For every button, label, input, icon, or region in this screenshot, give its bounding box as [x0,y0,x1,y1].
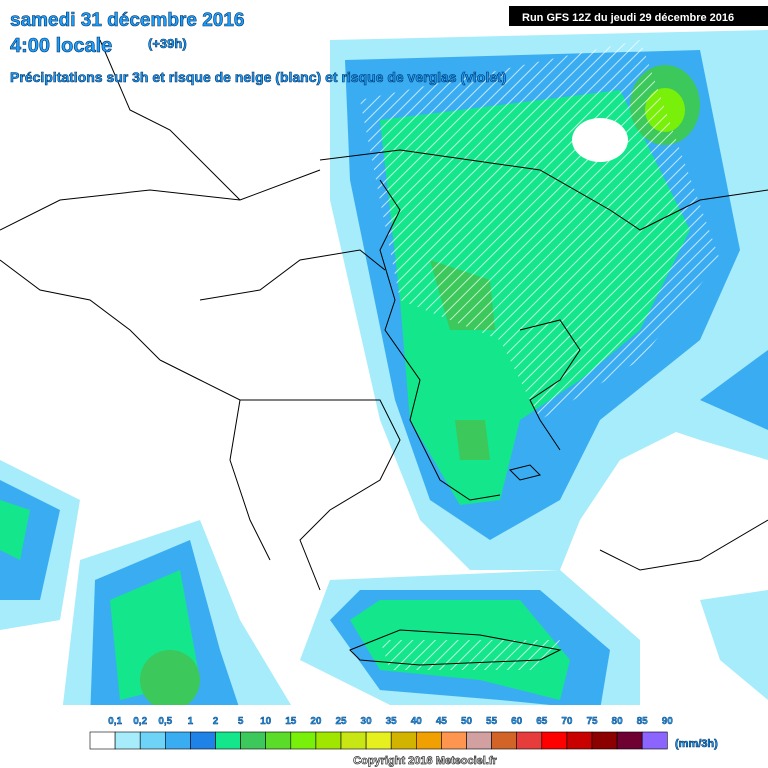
legend-label: 10 [260,716,272,727]
precipitation [0,30,768,730]
legend-label: 80 [612,716,624,727]
legend-swatch [139,731,166,750]
legend-label: 75 [586,716,598,727]
legend-label: 85 [637,716,649,727]
offset: (+39h) [148,36,187,51]
legend-swatch [415,731,442,750]
legend-label: 35 [386,716,398,727]
legend-swatch [190,731,216,750]
legend-label: 55 [486,716,498,727]
legend-swatch [541,731,568,750]
legend-label: 65 [536,716,548,727]
legend-swatch [641,731,668,750]
legend-swatch [466,731,492,750]
legend-label: 60 [511,716,523,727]
legend-label: 20 [310,716,322,727]
legend-swatch [215,731,241,750]
legend-swatch [566,731,593,750]
legend-unit: (mm/3h) [675,738,718,750]
legend-swatch [441,731,467,750]
legend-label: 30 [361,716,373,727]
legend-swatch [290,731,317,750]
legend-swatch [315,731,342,750]
legend-swatch [491,731,518,750]
legend-label: 45 [436,716,448,727]
local-time: 4:00 locale [10,35,112,57]
legend-label: 2 [213,716,219,727]
legend-swatch [165,731,191,750]
copyright: Copyright 2016 Meteociel.fr [353,755,497,767]
legend-swatch [591,731,618,750]
legend-swatch [390,731,417,750]
legend-swatch [516,731,543,750]
legend-swatch [340,731,367,750]
legend: 0,1 0,2 0,5 1 2 5 10 15 20 25 30 35 40 45 50 55 60 65 70 75… [89,716,674,750]
run-box [509,6,768,26]
legend-label: 25 [335,716,347,727]
borders [0,39,768,666]
legend-swatch [89,731,116,750]
legend-swatch [265,731,292,750]
run-info: Run GFS 12Z du jeudi 29 décembre 2016 [522,12,734,24]
legend-swatch [114,731,141,750]
legend-label: 1 [188,716,194,727]
legend-label: 90 [662,716,674,727]
legend-swatch [365,731,392,750]
date: samedi 31 décembre 2016 [10,10,245,31]
legend-swatch [616,731,643,750]
legend-label: 0,5 [158,716,172,727]
legend-label: 40 [411,716,423,727]
legend-label: 0,2 [133,716,147,727]
subtitle: Précipitations sur 3h et risque de neige… [10,69,506,85]
legend-swatch [240,731,267,750]
legend-label: 70 [561,716,573,727]
legend-label: 5 [238,716,244,727]
legend-label: 0,1 [108,716,122,727]
legend-label: 50 [461,716,473,727]
legend-label: 15 [285,716,297,727]
